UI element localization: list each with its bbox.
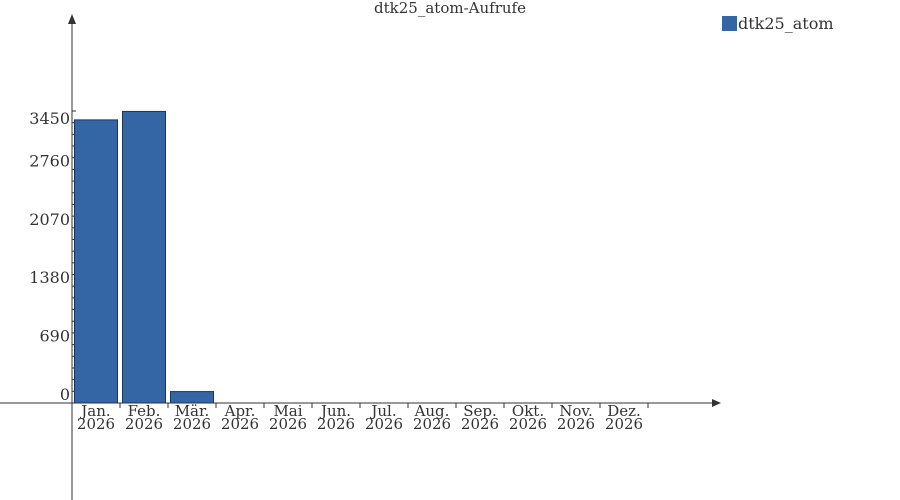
x-tick-label-month: Aug. [414, 402, 450, 420]
y-tick-label: 3450 [29, 109, 70, 128]
x-tick-label-year: 2026 [77, 415, 115, 433]
y-axis-arrow [68, 14, 76, 24]
x-tick-label-month: Mai [273, 402, 302, 420]
legend: dtk25_atom [722, 14, 834, 33]
x-tick-label-month: Feb. [128, 402, 161, 420]
bar [170, 391, 214, 404]
y-tick-label: 0 [60, 385, 70, 404]
x-tick-label-year: 2026 [365, 415, 403, 433]
x-tick-label-year: 2026 [509, 415, 547, 433]
x-tick-label-month: Okt. [512, 402, 544, 420]
y-tick-label: 2070 [29, 210, 70, 229]
x-tick-label-month: Jun. [319, 402, 351, 420]
x-tick-label-month: Sep. [463, 402, 497, 420]
x-tick-label-year: 2026 [173, 415, 211, 433]
y-tick-label: 1380 [29, 268, 70, 287]
y-tick-label: 690 [39, 327, 70, 346]
x-tick-label-year: 2026 [317, 415, 355, 433]
chart-title: dtk25_atom-Aufrufe [374, 0, 526, 17]
x-tick-label-year: 2026 [605, 415, 643, 433]
x-axis-arrow [712, 399, 721, 407]
x-tick-label-year: 2026 [413, 415, 451, 433]
x-tick-label-month: Jul. [369, 402, 396, 420]
x-tick-label-year: 2026 [461, 415, 499, 433]
x-tick-label-month: Jan. [79, 402, 110, 420]
x-tick-labels: Jan.2026Feb.2026Mär.2026Apr.2026Mai2026J… [77, 402, 643, 433]
bar [74, 119, 118, 404]
legend-swatch [722, 16, 737, 31]
x-tick-label-month: Mär. [175, 402, 210, 420]
x-tick-label-month: Nov. [559, 402, 593, 420]
x-tick-label-year: 2026 [125, 415, 163, 433]
x-tick-label-year: 2026 [557, 415, 595, 433]
legend-label: dtk25_atom [738, 14, 834, 33]
y-tick-label: 2760 [29, 151, 70, 170]
x-tick-label-year: 2026 [221, 415, 259, 433]
x-tick-label-month: Dez. [607, 402, 641, 420]
y-tick-labels: 0 690 1380 2070 2760 3450 [29, 109, 70, 404]
x-tick-label-year: 2026 [269, 415, 307, 433]
x-tick-label-month: Apr. [224, 402, 256, 420]
bars [74, 110, 214, 404]
bar [122, 110, 166, 404]
